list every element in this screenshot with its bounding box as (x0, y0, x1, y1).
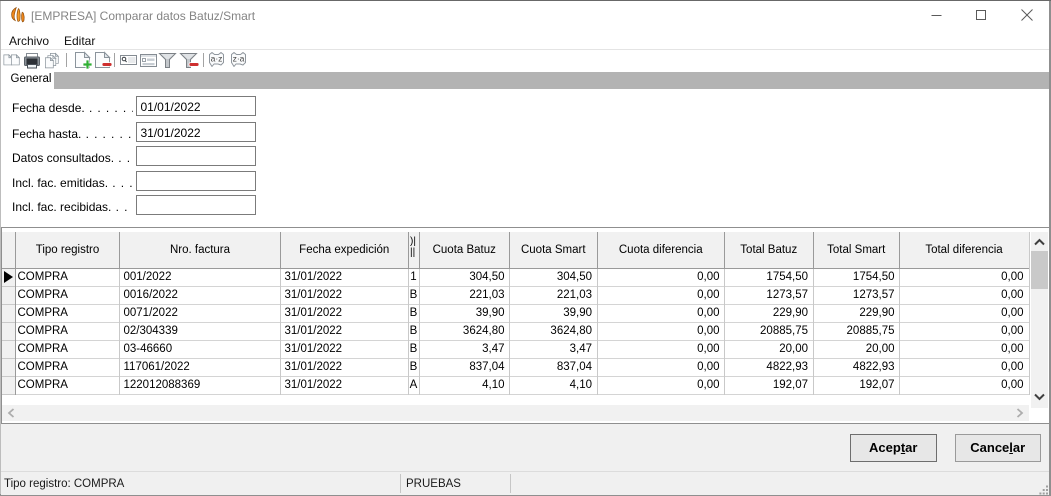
svg-text:a·z: a·z (211, 54, 223, 64)
svg-text:z·a: z·a (233, 54, 245, 64)
